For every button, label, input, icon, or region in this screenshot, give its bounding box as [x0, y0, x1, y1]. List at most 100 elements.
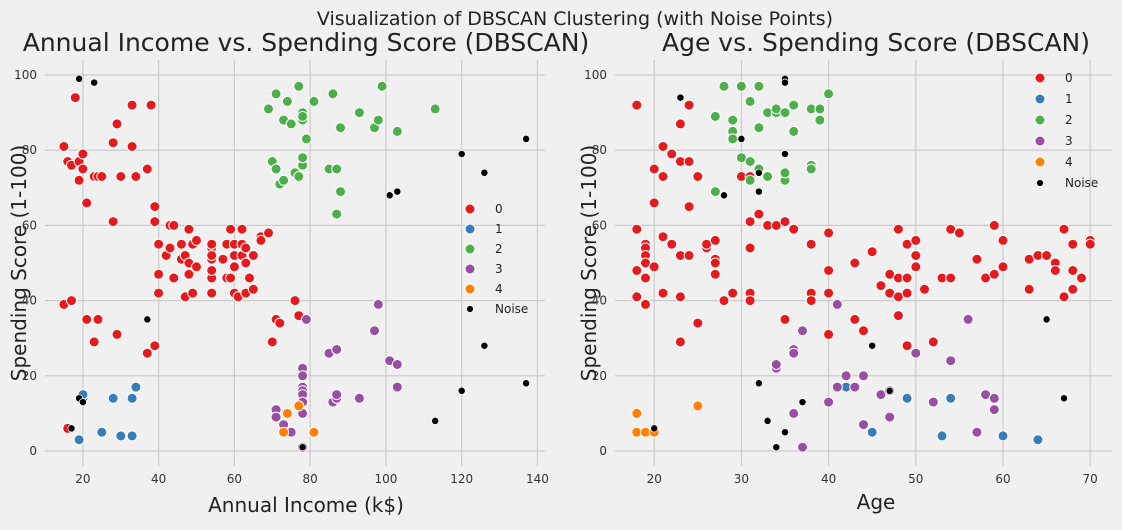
income-point-cluster-0 — [191, 234, 202, 246]
age-point-cluster-0 — [919, 283, 930, 295]
age-point-cluster-2 — [779, 107, 791, 119]
age-point-cluster-2 — [744, 95, 756, 107]
age-point-cluster-0 — [674, 291, 686, 303]
income-point-cluster-4 — [281, 407, 293, 419]
age-x-tick-label: 30 — [734, 472, 749, 486]
income-point-cluster-2 — [281, 95, 293, 107]
income-point-cluster-2 — [300, 133, 312, 145]
age-point-cluster-noise — [676, 93, 685, 102]
income-point-cluster-noise — [75, 74, 84, 83]
age-point-cluster-noise — [781, 150, 789, 158]
income-point-cluster-noise — [522, 134, 531, 143]
age-point-cluster-2 — [744, 156, 756, 167]
age-point-cluster-0 — [1041, 250, 1053, 261]
age-x-tick-label: 20 — [647, 472, 662, 486]
income-point-cluster-3 — [300, 313, 312, 325]
income-point-cluster-0 — [73, 174, 85, 186]
income-point-cluster-0 — [77, 148, 89, 160]
legend-marker-0 — [1034, 72, 1046, 84]
income-y-tick-label: 60 — [22, 218, 37, 232]
income-point-cluster-0 — [153, 268, 165, 280]
age-legend: 0 1 2 3 4 Noise — [1034, 71, 1098, 190]
income-point-cluster-2 — [293, 171, 305, 182]
age-point-cluster-0 — [666, 238, 678, 250]
age-point-cluster-2 — [744, 174, 756, 186]
age-point-cluster-3 — [962, 313, 974, 325]
age-point-cluster-0 — [849, 313, 861, 325]
legend-marker-3 — [1034, 135, 1046, 147]
legend-label-0: 0 — [1065, 71, 1073, 85]
income-point-cluster-2 — [335, 186, 346, 198]
income-point-cluster-1 — [96, 426, 108, 438]
age-y-tick-label: 0 — [599, 444, 607, 458]
age-point-cluster-0 — [683, 99, 695, 111]
age-point-cluster-3 — [971, 426, 983, 438]
age-point-cluster-0 — [631, 223, 643, 235]
age-point-cluster-noise — [754, 187, 763, 196]
income-point-cluster-0 — [107, 137, 119, 149]
income-point-cluster-2 — [429, 103, 441, 115]
age-point-cluster-1 — [936, 430, 948, 442]
age-point-cluster-0 — [744, 295, 756, 307]
age-point-cluster-0 — [683, 156, 695, 167]
income-point-cluster-0 — [111, 328, 123, 340]
age-y-tick-label: 100 — [584, 68, 607, 82]
age-point-cluster-0 — [997, 261, 1009, 273]
age-point-cluster-2 — [762, 171, 774, 182]
income-point-cluster-0 — [266, 336, 278, 348]
age-point-cluster-2 — [753, 80, 765, 92]
income-point-cluster-0 — [187, 287, 199, 299]
income-point-cluster-0 — [126, 99, 138, 111]
income-point-cluster-1 — [126, 392, 138, 404]
income-point-cluster-0 — [206, 265, 218, 276]
age-x-tick-label: 70 — [1083, 472, 1098, 486]
age-point-cluster-0 — [927, 336, 939, 348]
age-point-cluster-0 — [823, 265, 835, 276]
legend-label-3: 3 — [1065, 134, 1073, 148]
age-point-cluster-0 — [901, 287, 913, 299]
legend-marker-4 — [464, 283, 476, 295]
age-point-cluster-0 — [901, 340, 913, 352]
age-point-cluster-noise — [772, 443, 781, 452]
income-point-cluster-0 — [183, 268, 195, 280]
income-point-cluster-noise — [522, 379, 531, 388]
income-point-cluster-0 — [244, 272, 255, 284]
income-x-tick-label: 120 — [450, 472, 473, 486]
legend-label-1: 1 — [1065, 92, 1073, 106]
legend-marker-noise — [465, 304, 475, 314]
age-point-cluster-0 — [709, 268, 721, 280]
age-point-cluster-0 — [823, 287, 835, 299]
income-point-cluster-3 — [270, 411, 282, 423]
income-point-cluster-2 — [353, 107, 365, 119]
figure-suptitle: Visualization of DBSCAN Clustering (with… — [317, 8, 833, 30]
income-point-cluster-0 — [115, 171, 127, 182]
age-point-cluster-1 — [866, 426, 878, 438]
income-point-cluster-0 — [225, 272, 237, 284]
income-point-cluster-0 — [164, 242, 176, 254]
income-legend: 0 1 2 3 4 Noise — [464, 202, 528, 316]
income-point-cluster-0 — [274, 317, 286, 329]
income-point-cluster-3 — [391, 381, 403, 393]
age-point-cluster-0 — [683, 250, 695, 261]
income-plot-ylabel: Spending Score (1-100) — [7, 145, 31, 381]
age-y-tick-label: 80 — [592, 143, 607, 157]
legend-marker-noise — [1035, 178, 1045, 188]
age-point-cluster-3 — [927, 396, 939, 408]
age-point-cluster-0 — [727, 287, 739, 299]
age-point-cluster-noise — [1060, 394, 1068, 403]
income-point-cluster-2 — [376, 80, 388, 92]
age-point-cluster-noise — [781, 428, 789, 437]
age-point-cluster-0 — [692, 317, 704, 329]
age-point-cluster-noise — [754, 379, 763, 388]
income-point-cluster-0 — [77, 163, 89, 175]
age-point-cluster-3 — [788, 347, 800, 359]
income-point-cluster-0 — [228, 261, 240, 273]
legend-label-1: 1 — [495, 222, 503, 236]
age-point-cluster-1 — [997, 430, 1009, 442]
income-point-cluster-0 — [141, 347, 153, 359]
legend-marker-4 — [1034, 156, 1046, 168]
income-point-cluster-0 — [206, 287, 218, 299]
age-point-cluster-2 — [779, 167, 791, 179]
age-y-tick-label: 60 — [592, 218, 607, 232]
age-point-cluster-3 — [849, 381, 861, 393]
